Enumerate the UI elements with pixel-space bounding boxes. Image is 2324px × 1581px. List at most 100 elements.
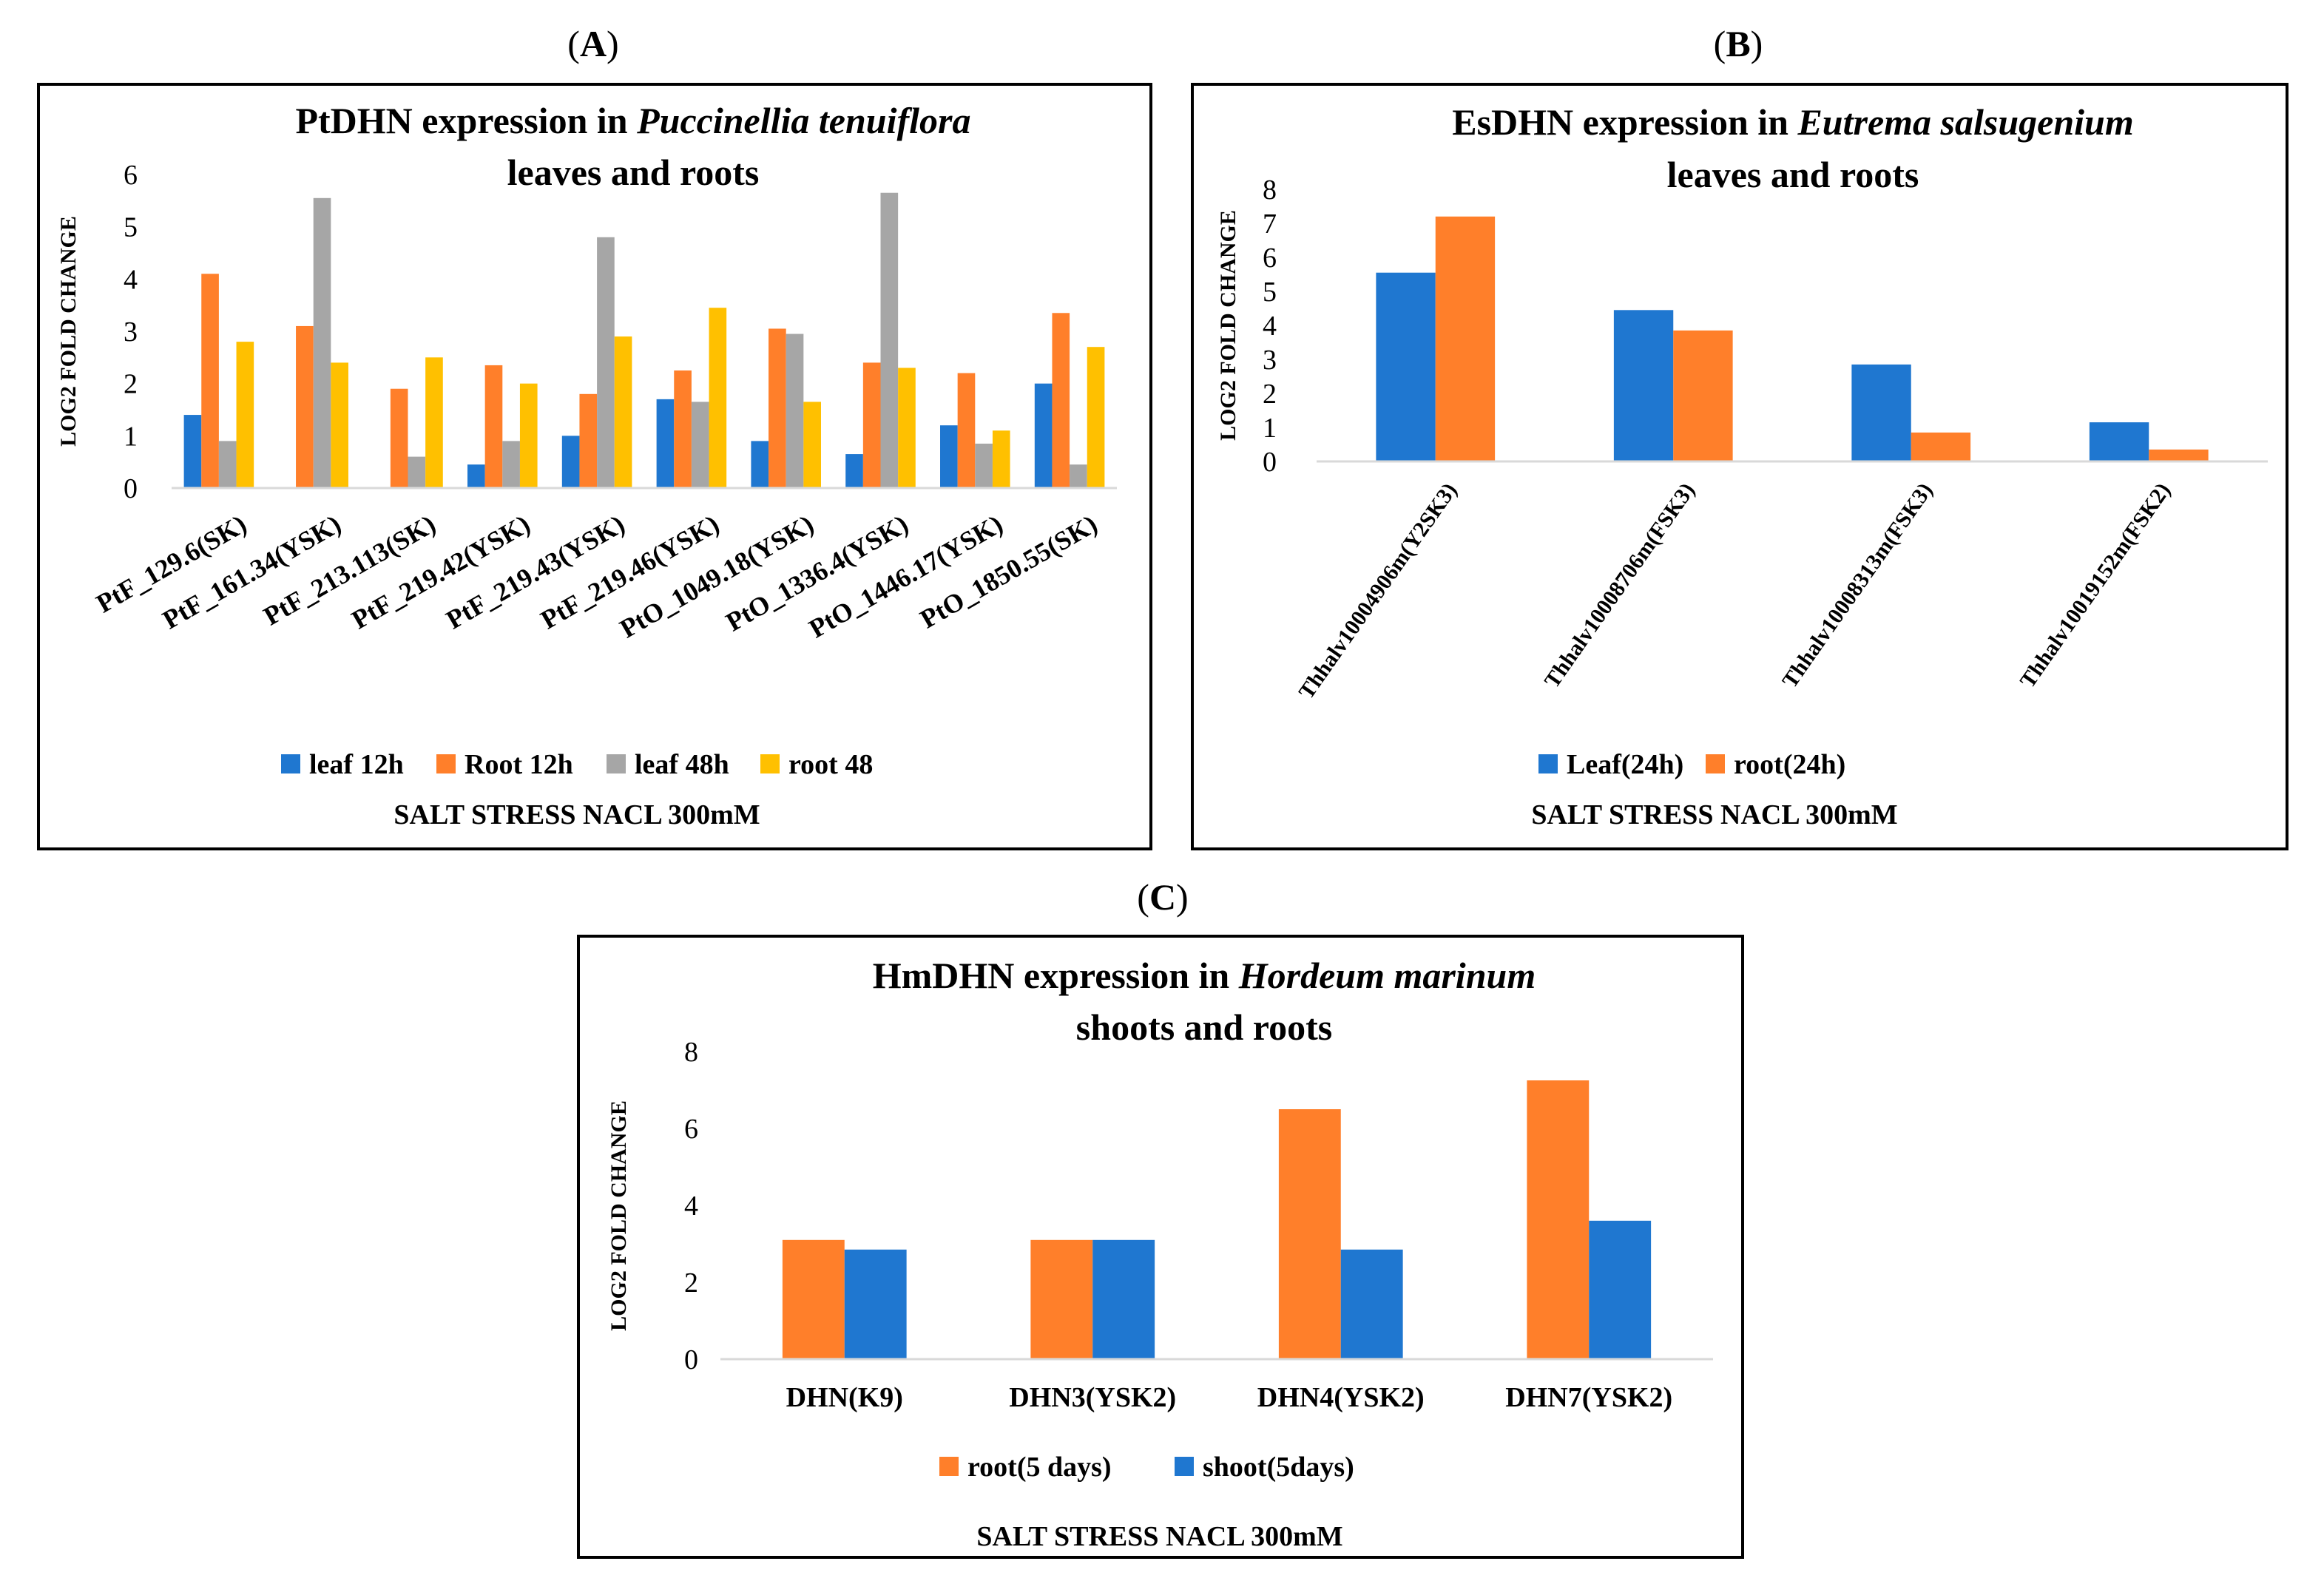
y-tick-label: 3 (1263, 345, 1277, 376)
legend-label: leaf 48h (635, 749, 729, 780)
legend-swatch (281, 754, 300, 773)
y-tick-label: 1 (1263, 413, 1277, 444)
y-tick-label: 6 (684, 1114, 698, 1145)
y-tick-label: 0 (684, 1344, 698, 1375)
panel-label-c: (C) (1137, 876, 1188, 918)
chart-title: HmDHN expression in Hordeum marinum (873, 955, 1536, 996)
bar-root-48-8 (898, 368, 916, 488)
legend-swatch (1175, 1457, 1194, 1476)
bar-root-5-days--1 (782, 1239, 845, 1359)
chart-title-species: Eutrema salsugenium (1797, 101, 2133, 143)
chart-title-species: Puccinellia tenuiflora (636, 100, 970, 141)
bar-root-5-days--2 (1030, 1239, 1093, 1359)
bar-leaf-12h-7 (751, 441, 769, 488)
y-tick-label: 2 (1263, 379, 1277, 410)
legend-swatch (1706, 754, 1725, 773)
chart-a: PtDHN expression in Puccinellia tenuiflo… (56, 100, 1117, 830)
bar-root-48-10 (1087, 347, 1105, 488)
x-category-label: DHN(K9) (786, 1382, 903, 1413)
chart-title-line2: leaves and roots (507, 152, 760, 193)
legend-swatch (436, 754, 456, 773)
y-tick-label: 5 (124, 212, 138, 243)
y-tick-label: 0 (124, 473, 138, 504)
x-axis-label: SALT STRESS NACL 300mM (1531, 799, 1897, 830)
bar-root-12h-4 (484, 365, 503, 488)
legend-label: root(24h) (1734, 749, 1845, 780)
panel-label-a-letter: A (580, 23, 607, 64)
bar-leaf-48h-7 (786, 334, 804, 488)
bar-shoot-5days--2 (1092, 1239, 1155, 1359)
y-tick-label: 8 (684, 1037, 698, 1068)
bar-leaf-48h-8 (880, 192, 899, 488)
panel-b-frame (1191, 83, 2288, 850)
bar-leaf-12h-9 (940, 425, 958, 488)
bar-leaf-48h-6 (691, 402, 709, 488)
bar-root-48-5 (614, 336, 632, 488)
bar-root-12h-6 (674, 370, 692, 488)
bar-root-12h-2 (296, 325, 314, 488)
legend-swatch (607, 754, 626, 773)
chart-title-line2: leaves and roots (1667, 154, 1919, 195)
panel-label-b-letter: B (1726, 23, 1750, 64)
bar-root-5-days--3 (1278, 1109, 1341, 1359)
bar-root-24h--3 (1911, 432, 1971, 461)
bar-leaf-24h--4 (2089, 422, 2149, 461)
x-axis-label: SALT STRESS NACL 300mM (393, 799, 760, 830)
bar-root-12h-3 (390, 388, 408, 488)
y-tick-label: 2 (124, 369, 138, 400)
y-tick-label: 6 (1263, 243, 1277, 274)
y-tick-label: 4 (1263, 311, 1277, 342)
bar-leaf-12h-4 (467, 464, 485, 488)
x-category-label: DHN7(YSK2) (1505, 1382, 1672, 1413)
chart-b: EsDHN expression in Eutrema salsugenium l… (1216, 101, 2268, 830)
chart-title: EsDHN expression in Eutrema salsugenium (1452, 101, 2134, 143)
legend-label: Leaf(24h) (1567, 749, 1683, 780)
panel-a-frame (37, 83, 1152, 850)
chart-title-main: EsDHN expression in (1452, 101, 1797, 143)
bar-leaf-48h-10 (1070, 464, 1087, 488)
bar-root-12h-7 (769, 328, 786, 488)
legend-swatch (939, 1457, 959, 1476)
bar-root-24h--4 (2149, 449, 2209, 461)
y-tick-label: 7 (1263, 209, 1277, 240)
x-category-label: DHN3(YSK2) (1009, 1382, 1176, 1413)
legend-label: root 48 (788, 749, 873, 780)
bar-root-48-7 (803, 402, 821, 488)
bar-leaf-24h--3 (1851, 364, 1911, 461)
y-tick-label: 8 (1263, 175, 1277, 206)
y-tick-label: 2 (684, 1267, 698, 1299)
bar-leaf-48h-4 (502, 441, 520, 488)
bar-leaf-48h-9 (975, 443, 993, 488)
x-category-label: Thhalv10019152m(FSK2) (2016, 478, 2175, 692)
y-tick-label: 4 (684, 1191, 698, 1222)
bar-root-24h--2 (1673, 330, 1733, 461)
bar-root-12h-1 (201, 274, 219, 488)
y-tick-label: 3 (124, 316, 138, 348)
bar-root-48-3 (425, 357, 443, 488)
legend-swatch (760, 754, 780, 773)
x-category-label: Thhalv10008313m(FSK3) (1777, 478, 1937, 692)
legend-label: shoot(5days) (1203, 1452, 1354, 1483)
bar-root-5-days--4 (1527, 1080, 1590, 1359)
bar-leaf-12h-8 (845, 454, 863, 488)
bar-root-12h-9 (957, 373, 976, 488)
legend-label: Root 12h (465, 749, 573, 780)
chart-title-main: HmDHN expression in (873, 955, 1239, 996)
chart-title-line2: shoots and roots (1076, 1006, 1332, 1048)
y-axis-label: LOG2 FOLD CHANGE (1216, 210, 1240, 441)
panel-c-frame (577, 935, 1744, 1559)
chart-title-species: Hordeum marinum (1238, 955, 1536, 996)
y-tick-label: 1 (124, 421, 138, 452)
bar-leaf-12h-10 (1034, 383, 1053, 488)
bar-shoot-5days--1 (844, 1249, 907, 1359)
y-tick-label: 5 (1263, 277, 1277, 308)
legend-label: leaf 12h (309, 749, 404, 780)
bar-leaf-12h-6 (656, 399, 675, 488)
y-tick-label: 4 (124, 264, 138, 295)
x-axis-label: SALT STRESS NACL 300mM (976, 1521, 1342, 1552)
bar-root-48-4 (519, 383, 538, 488)
x-category-label: DHN4(YSK2) (1257, 1382, 1425, 1413)
bar-root-48-1 (236, 342, 254, 488)
bar-leaf-24h--2 (1613, 310, 1674, 461)
bar-leaf-48h-2 (313, 197, 331, 488)
